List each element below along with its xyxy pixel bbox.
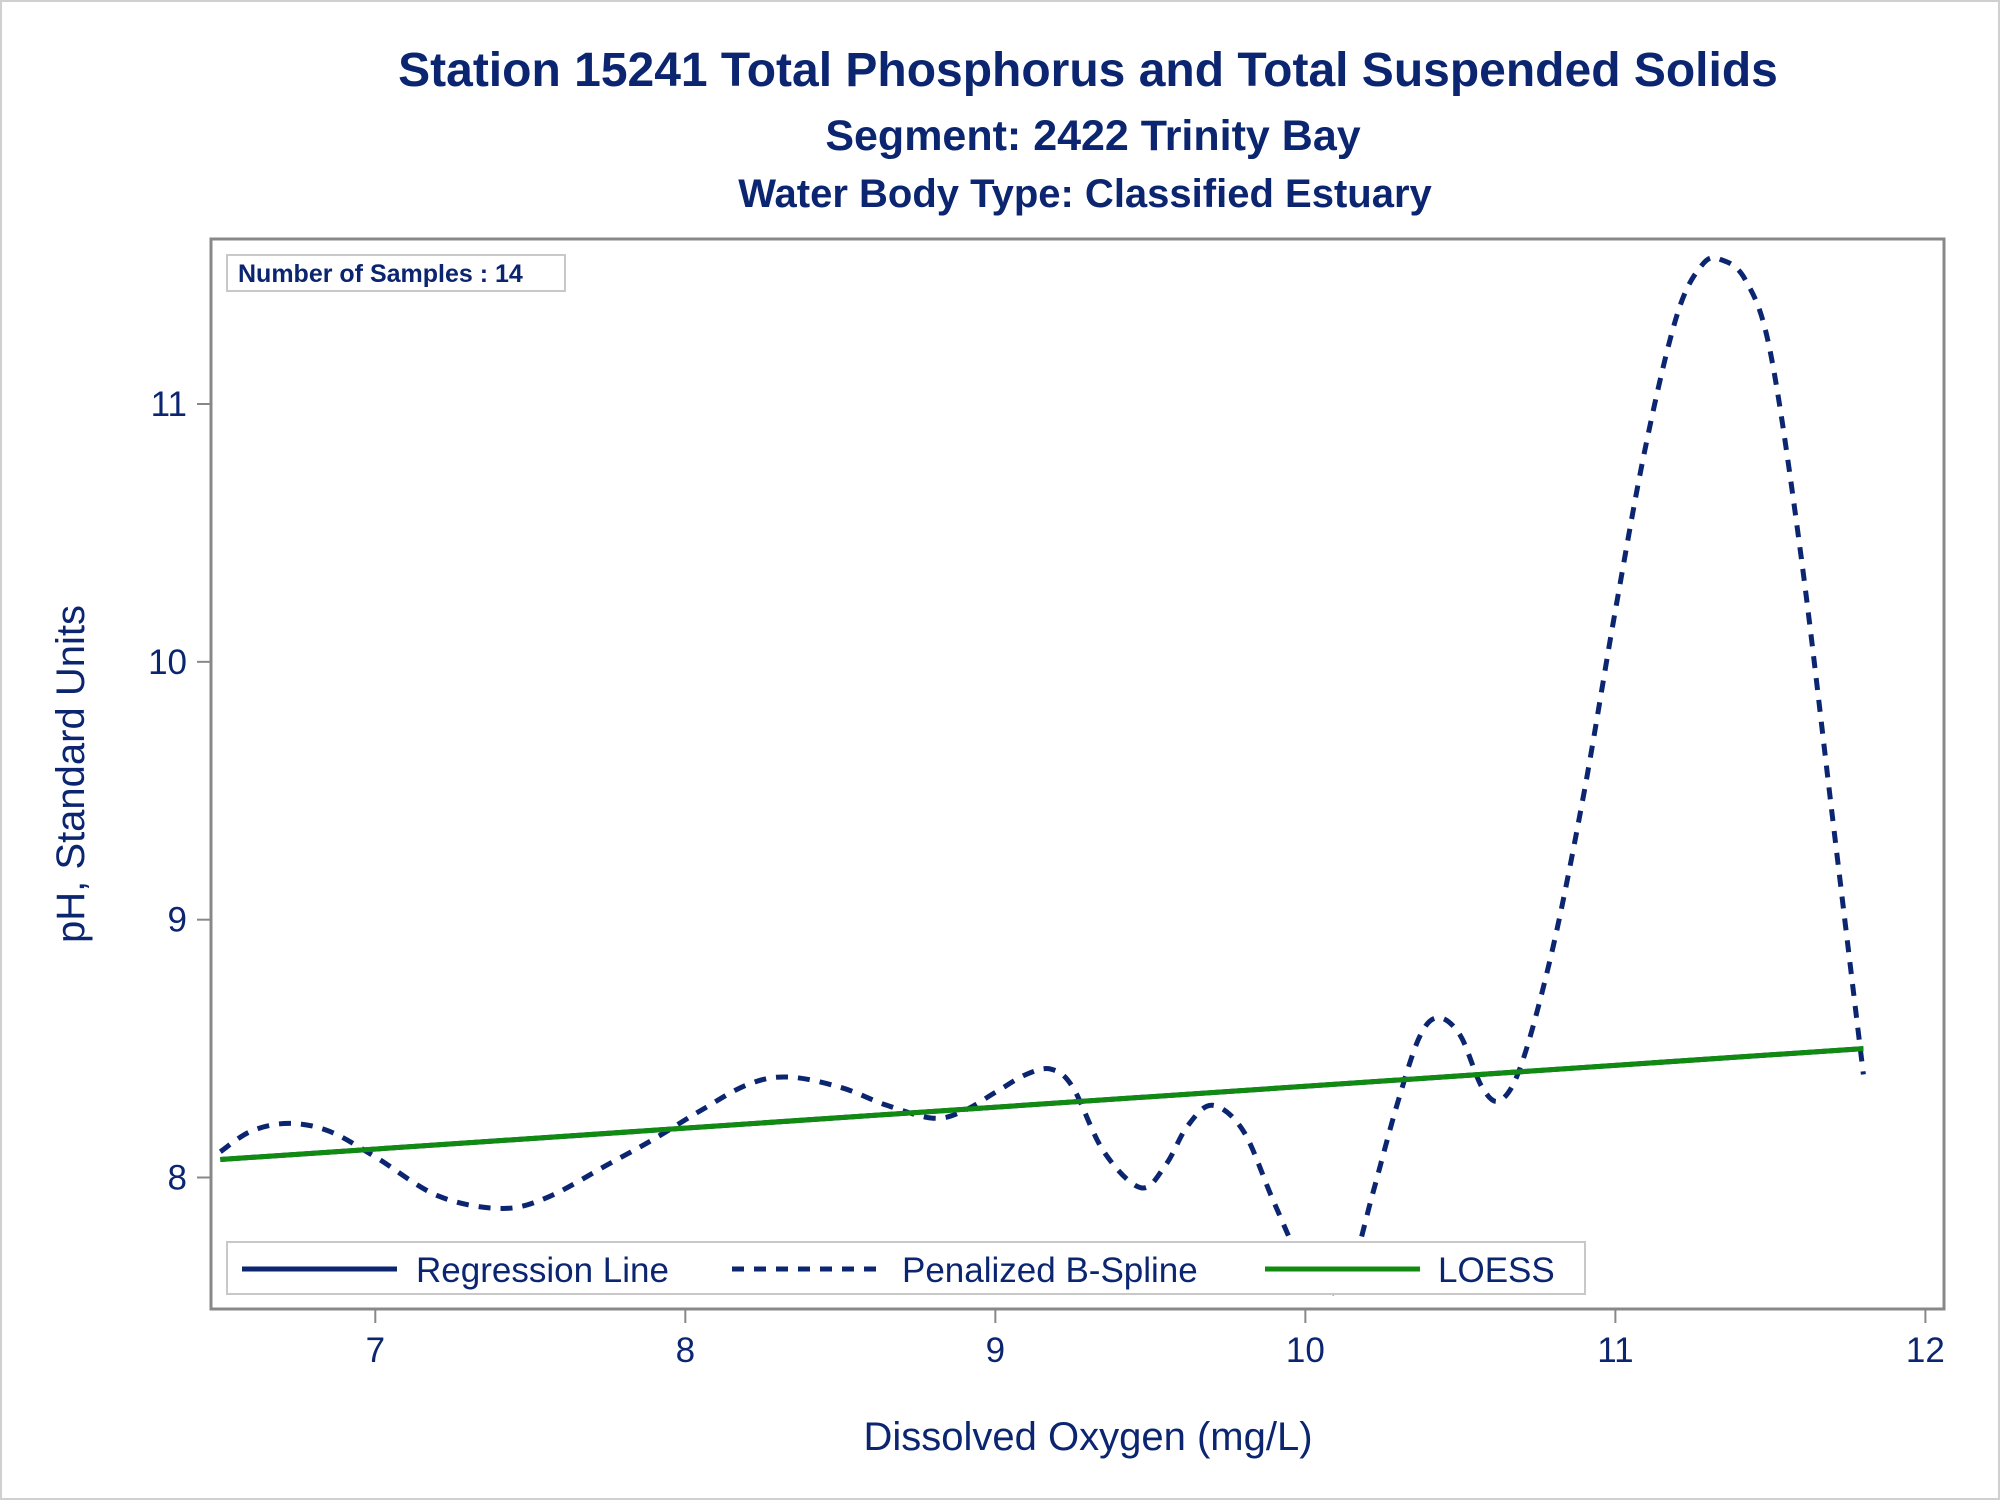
x-tick-label-11: 11 xyxy=(1597,1331,1633,1370)
chart-subtitle-2: Water Body Type: Classified Estuary xyxy=(738,172,1432,216)
x-tick-label-7: 7 xyxy=(366,1331,385,1370)
x-tick-label-12: 12 xyxy=(1906,1331,1945,1370)
x-tick-label-9: 9 xyxy=(986,1331,1005,1370)
y-axis-label: pH, Standard Units xyxy=(49,605,93,943)
x-tick-label-8: 8 xyxy=(676,1331,695,1370)
y-tick-label-9: 9 xyxy=(168,901,187,940)
samples-annotation-box xyxy=(226,254,566,292)
series-line-loess xyxy=(220,1046,1864,1162)
series-line-penalized-b-spline xyxy=(218,255,1866,1296)
samples-annotation: Number of Samples : 14 xyxy=(238,260,523,288)
x-axis-label: Dissolved Oxygen (mg/L) xyxy=(863,1415,1312,1459)
legend-label-loess: LOESS xyxy=(1438,1251,1555,1290)
y-tick-label-8: 8 xyxy=(168,1159,187,1198)
x-tick-label-10: 10 xyxy=(1286,1331,1325,1370)
chart-title: Station 15241 Total Phosphorus and Total… xyxy=(398,44,1778,97)
legend-label-regression: Regression Line xyxy=(416,1251,669,1290)
plot-area xyxy=(209,237,1946,1311)
legend-label-spline: Penalized B-Spline xyxy=(902,1251,1198,1290)
y-tick-label-11: 11 xyxy=(151,385,187,424)
axis-ticks: 7 8 9 10 11 12 8 9 10 11 xyxy=(148,385,1945,1370)
y-tick-label-10: 10 xyxy=(148,643,187,682)
series-layer xyxy=(218,255,1866,1296)
chart-subtitle: Segment: 2422 Trinity Bay xyxy=(825,112,1360,160)
